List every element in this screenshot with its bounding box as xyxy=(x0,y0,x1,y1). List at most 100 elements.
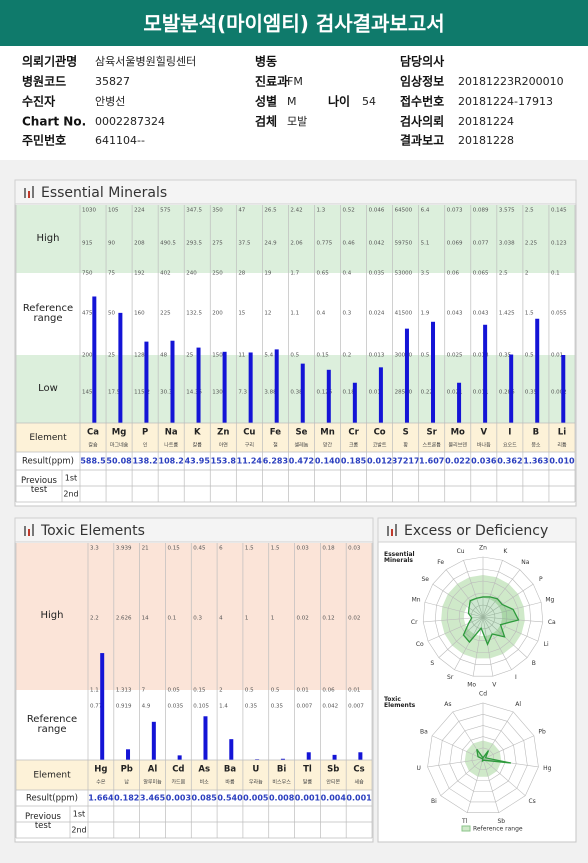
level-label: 1.5 xyxy=(525,311,534,317)
level-label: 145 xyxy=(82,390,93,396)
level-label: 0.01 xyxy=(297,688,309,694)
level-label: 1.5 xyxy=(271,546,280,552)
radar-axis-label: Cd xyxy=(479,691,487,698)
bar xyxy=(483,324,488,423)
result-value: 0.003 xyxy=(166,794,191,803)
element-name: 알루미늄 xyxy=(143,779,162,786)
level-label: 0.35 xyxy=(525,390,538,396)
element-symbol: As xyxy=(198,765,210,775)
radar-axis-label: Sb xyxy=(498,818,506,825)
level-label: 26.5 xyxy=(264,208,277,214)
level-label: 0.035 xyxy=(369,271,385,277)
info-value: 20181223R200010 xyxy=(458,75,564,88)
level-label: 0.02 xyxy=(297,616,309,622)
level-label: 2 xyxy=(219,688,223,694)
level-label: 0.3 xyxy=(343,311,352,317)
element-name: 우라늄 xyxy=(249,779,263,786)
level-label: 47 xyxy=(238,208,245,214)
level-label: 0.5 xyxy=(290,353,299,359)
radar-title-box: Toxic Elements xyxy=(384,695,416,709)
element-name: 구리 xyxy=(245,442,254,449)
info-label: 병동 xyxy=(255,54,277,69)
radar-spoke xyxy=(424,601,484,618)
level-label: 75 xyxy=(108,271,115,277)
level-label: 0.15 xyxy=(167,546,180,552)
level-label: 0.286 xyxy=(499,390,515,396)
level-label: 7.3 xyxy=(238,390,247,396)
bar xyxy=(203,716,208,760)
element-name: 황 xyxy=(403,442,408,449)
level-label: 347.5 xyxy=(186,208,202,214)
result-value: 37217 xyxy=(392,457,420,466)
radar-axis-label: Li xyxy=(544,641,549,648)
band-label-box: Low xyxy=(38,383,58,394)
info-label: Chart No. xyxy=(22,115,86,129)
level-label: 50 xyxy=(108,311,115,317)
info-value: 20181228 xyxy=(458,134,514,147)
level-label: 3.88 xyxy=(264,390,277,396)
icon-bar xyxy=(24,526,26,536)
level-label: 53000 xyxy=(395,271,413,277)
bar xyxy=(300,363,305,423)
radar-spoke xyxy=(438,616,484,658)
radar-axis-label: Mn xyxy=(412,597,421,604)
radar-spoke xyxy=(423,616,484,623)
element-symbol: Cr xyxy=(348,428,359,438)
level-label: 1030 xyxy=(82,208,96,214)
level-label: 0.35 xyxy=(499,353,512,359)
previous-row-label: 1st xyxy=(73,810,85,819)
level-label: 0.123 xyxy=(551,241,567,247)
bar xyxy=(118,312,123,423)
radar-axis-label: Tl xyxy=(461,818,468,825)
radar-axis-label: K xyxy=(503,548,508,555)
result-header: Result(ppm) xyxy=(26,794,78,804)
icon-bar xyxy=(32,524,34,536)
level-label: 0.042 xyxy=(369,241,385,247)
level-label: 350 xyxy=(212,208,223,214)
level-label: 1.313 xyxy=(116,688,132,694)
level-label: 0.043 xyxy=(447,311,463,317)
radar-axis-label: Bi xyxy=(431,798,437,805)
element-name: 안티몬 xyxy=(326,779,340,786)
result-value: 0.004 xyxy=(321,794,347,803)
bar xyxy=(352,382,357,423)
bar xyxy=(170,340,175,423)
bar xyxy=(561,355,566,423)
level-label: 28550 xyxy=(395,390,413,396)
radar-axis-label: U xyxy=(416,765,420,772)
info-value: 54 xyxy=(362,95,376,108)
element-symbol: Sb xyxy=(327,765,339,775)
element-symbol: Cu xyxy=(243,428,255,438)
bar xyxy=(151,721,156,760)
level-label: 90 xyxy=(108,241,115,247)
level-label: 37.5 xyxy=(238,241,251,247)
band-label-box: Reference range xyxy=(22,302,74,324)
element-name: 셀레늄 xyxy=(295,442,309,449)
level-label: 2.626 xyxy=(116,616,132,622)
radar-axis-label: Zn xyxy=(479,545,487,552)
info-value: FM xyxy=(287,75,303,88)
band-label: Reference range xyxy=(22,302,74,324)
radar-title: Toxic Elements xyxy=(384,695,416,709)
bar xyxy=(378,367,383,423)
level-label: 0.055 xyxy=(551,311,567,317)
radar-axis-label: Hg xyxy=(543,765,552,772)
level-label: 0.125 xyxy=(316,390,332,396)
band xyxy=(16,355,575,423)
level-label: 0.12 xyxy=(322,616,334,622)
level-label: 0.06 xyxy=(322,688,335,694)
level-label: 750 xyxy=(82,271,93,277)
result-value: 11.24 xyxy=(237,457,263,466)
level-label: 0.02 xyxy=(348,616,360,622)
bar xyxy=(457,382,462,423)
bar xyxy=(196,347,201,423)
radar-title: Essential Minerals xyxy=(384,550,415,564)
info-value: M xyxy=(287,95,297,108)
level-label: 2.2 xyxy=(90,616,99,622)
element-name: 요오드 xyxy=(503,443,517,449)
radar-spoke xyxy=(482,758,500,813)
element-symbol: V xyxy=(481,428,488,438)
level-label: 2.06 xyxy=(290,241,303,247)
level-label: 0.01 xyxy=(348,688,360,694)
radar-spoke xyxy=(482,616,494,677)
